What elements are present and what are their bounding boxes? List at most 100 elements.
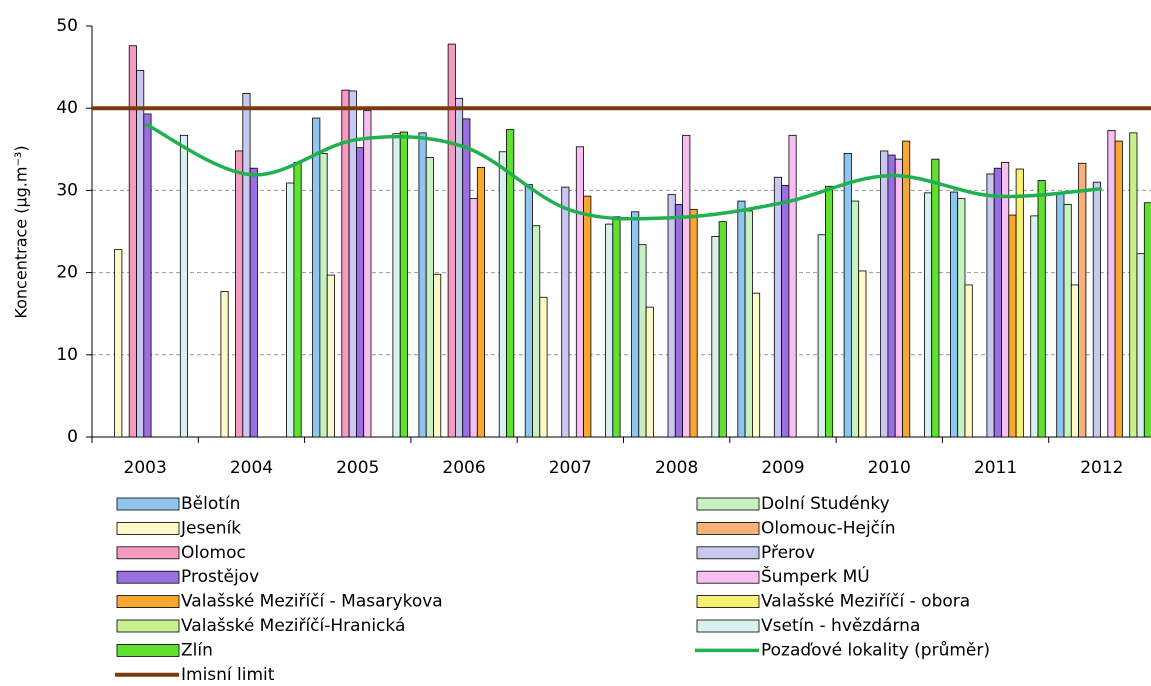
legend-label: Valašské Meziříčí-Hranická: [181, 616, 405, 636]
x-tick-label: 2008: [655, 458, 698, 478]
bar: [950, 191, 959, 438]
bar: [286, 182, 295, 438]
bar: [418, 132, 427, 438]
bar: [986, 173, 995, 438]
bar: [1056, 192, 1065, 438]
legend-swatch: [116, 570, 180, 584]
bar: [128, 45, 137, 438]
bar: [242, 93, 251, 438]
legend-label: Valašské Meziříčí - Masarykova: [181, 592, 443, 612]
bar: [825, 185, 834, 438]
bar: [931, 158, 940, 438]
bar: [363, 110, 372, 438]
bar: [1001, 162, 1010, 438]
legend-label: Pozaďové lokality (průměr): [761, 640, 990, 660]
legend-swatch: [116, 546, 180, 560]
legend-swatch: [696, 497, 760, 511]
bar: [964, 284, 973, 438]
bar: [524, 184, 533, 438]
bar: [781, 185, 790, 438]
x-tick-label: 2012: [1080, 458, 1123, 478]
bar: [433, 273, 442, 438]
bar: [773, 176, 782, 438]
y-tick-label: 50: [56, 16, 78, 36]
bar: [1030, 215, 1039, 438]
legend-label: Prostějov: [181, 567, 259, 587]
legend-label: Zlín: [181, 640, 213, 660]
bar: [645, 306, 654, 438]
bar: [605, 223, 614, 438]
bar: [1107, 129, 1116, 438]
bar: [711, 236, 720, 438]
bar: [235, 150, 244, 438]
legend-swatch: [696, 595, 760, 608]
bar: [1114, 140, 1123, 438]
bar: [355, 147, 365, 438]
bar: [249, 167, 258, 438]
x-tick-label: 2010: [868, 458, 911, 478]
x-tick-label: 2005: [336, 458, 379, 478]
legend-swatch: [696, 619, 760, 633]
legend-swatch: [116, 595, 180, 608]
bar: [143, 113, 152, 438]
bar: [425, 157, 434, 438]
bar: [454, 97, 464, 438]
bar: [583, 195, 592, 438]
bar: [1008, 214, 1017, 438]
bar: [469, 198, 478, 438]
bar: [993, 167, 1002, 438]
bar: [1015, 168, 1024, 438]
bar: [319, 153, 328, 438]
y-tick-label: 0: [67, 427, 78, 447]
legend-label: Šumperk MÚ: [761, 565, 870, 587]
x-tick-label: 2006: [442, 458, 485, 478]
bar: [447, 43, 456, 438]
legend-swatch: [116, 522, 180, 535]
x-tick-label: 2004: [230, 458, 273, 478]
bar: [737, 200, 746, 438]
bar: [880, 150, 889, 438]
bar: [887, 154, 896, 438]
bar: [817, 234, 826, 438]
bar: [667, 194, 676, 438]
bar: [682, 134, 691, 438]
bar: [539, 296, 548, 438]
bar: [858, 270, 867, 438]
bar: [894, 158, 903, 438]
bar: [136, 69, 145, 438]
y-tick-label: 20: [56, 263, 78, 283]
bar: [312, 117, 321, 438]
legend-swatch: [116, 619, 180, 633]
legend-swatch: [696, 522, 760, 535]
bar: [744, 210, 753, 438]
bar: [689, 208, 698, 438]
legend-swatch: [116, 497, 180, 511]
bar: [631, 211, 640, 438]
bar: [1078, 162, 1087, 438]
bar: [1070, 284, 1080, 438]
bar: [843, 153, 852, 438]
bar: [1063, 203, 1072, 438]
x-tick-label: 2003: [124, 458, 167, 478]
bar: [561, 186, 570, 438]
bar: [476, 166, 485, 438]
bar: [399, 131, 408, 438]
bar: [326, 274, 335, 438]
legend-swatch: [696, 546, 760, 560]
y-tick-label: 30: [56, 180, 78, 200]
bar: [220, 291, 229, 438]
legend-label: Jeseník: [180, 518, 241, 538]
bar: [293, 162, 302, 438]
legend-label: Valašské Meziříčí - obora: [761, 592, 970, 612]
bar: [1143, 202, 1151, 438]
legend-label: Přerov: [761, 543, 815, 563]
legend-label: Imisní limit: [181, 665, 275, 685]
x-tick-label: 2011: [974, 458, 1017, 478]
bar: [1092, 181, 1101, 438]
bar: [638, 244, 647, 438]
bar: [179, 134, 189, 438]
average-line: [144, 122, 1102, 221]
y-tick-label: 40: [56, 98, 78, 118]
y-axis-title: Koncentrace (µg.m⁻³): [12, 145, 31, 318]
